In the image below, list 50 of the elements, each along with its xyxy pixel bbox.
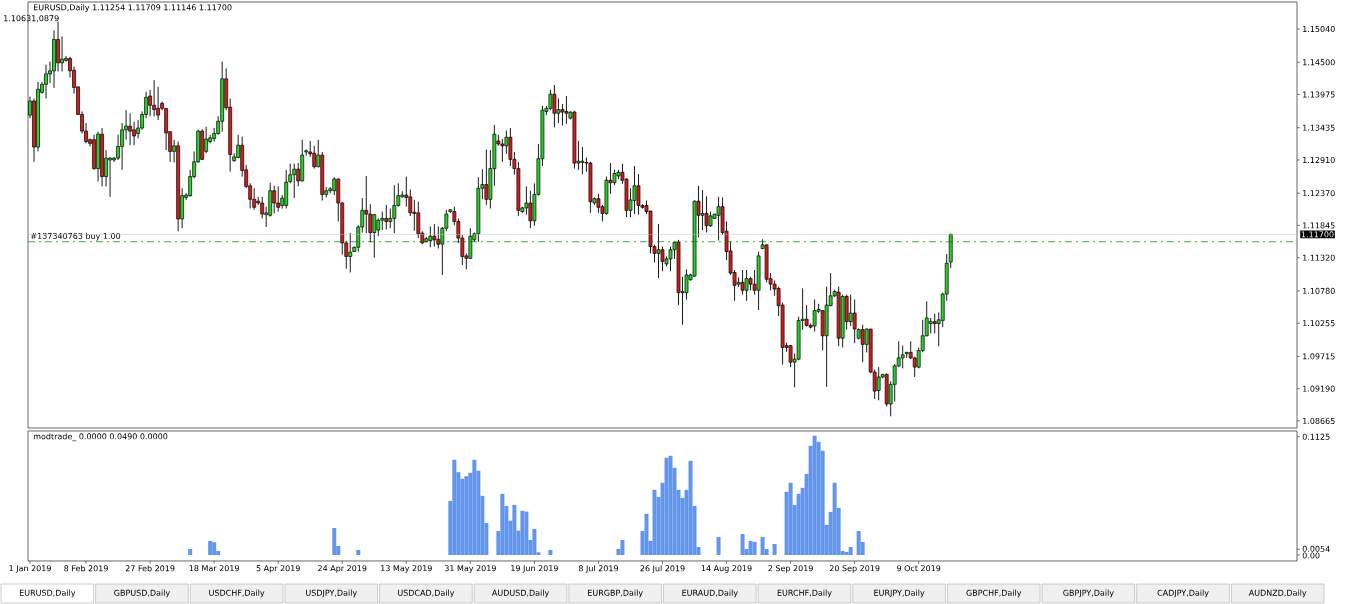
y-tick-label: 1.09715	[1303, 353, 1335, 360]
text: USDCHF,Daily	[209, 589, 265, 598]
y-tick-label: 1.12910	[1303, 156, 1335, 163]
text: USDJPY,Daily	[306, 589, 357, 598]
text: EURUSD,Daily	[19, 589, 76, 598]
x-tick-label: 9 Oct 2019	[897, 565, 941, 572]
x-tick-label: 8 Jul 2019	[578, 565, 618, 573]
y-tick-label: 1.09190	[1303, 385, 1335, 392]
x-tick-label: 18 Mar 2019	[189, 565, 239, 572]
y-tick-label: 1.13435	[1303, 124, 1335, 131]
x-tick-label: 24 Apr 2019	[318, 565, 367, 573]
y-tick-label: 1.15040	[1303, 26, 1335, 33]
y-tick-label: 1.13975	[1303, 91, 1335, 98]
x-tick-label: 1 Jan 2019	[9, 565, 51, 573]
x-tick-label: 31 May 2019	[444, 565, 496, 573]
ref-line-label: 1.11700	[1301, 231, 1334, 238]
x-tick-label: 13 May 2019	[381, 565, 432, 573]
y-tick-label: 1.10780	[1303, 287, 1335, 294]
y-tick-label: 1.14500	[1303, 59, 1335, 66]
chart-title: modtrade_ 0.0000 0.0490 0.0000	[33, 433, 168, 442]
x-tick-label: 20 Sep 2019	[829, 565, 880, 573]
text: GBPJPY,Daily	[1063, 589, 1114, 598]
text: CADJPY,Daily	[1157, 589, 1209, 598]
x-tick-label: 5 Apr 2019	[256, 565, 300, 573]
text: EURJPY,Daily	[874, 589, 925, 598]
y-tick-label: 1.08665	[1303, 417, 1335, 424]
x-tick-label: 26 Jul 2019	[640, 565, 685, 573]
ref-line-label: #137340763 buy 1.00	[31, 232, 121, 241]
text: GBPCHF,Daily	[966, 589, 1022, 598]
y-tick-label: 1.11320	[1303, 254, 1335, 261]
text: GBPUSD,Daily	[114, 589, 170, 598]
x-tick-label: 2 Sep 2019	[768, 565, 813, 573]
text: AUDNZD,Daily	[1248, 589, 1307, 598]
y-tick-label: 1.10255	[1303, 320, 1335, 327]
y-tick-label: 1.11845	[1303, 222, 1335, 229]
text: AUDUSD,Daily	[491, 589, 549, 598]
x-tick-label: 14 Aug 2019	[701, 565, 752, 573]
x-tick-label: 19 Jun 2019	[511, 565, 558, 573]
annotation: 1.10631,0879	[4, 15, 59, 23]
x-tick-label: 8 Feb 2019	[64, 565, 108, 572]
y-tick-label: 1.12370	[1303, 190, 1335, 197]
text: EURGBP,Daily	[588, 589, 643, 598]
chart-title: EURUSD,Daily 1.11254 1.11709 1.11146 1.11700	[34, 4, 232, 12]
text: USDCAD,Daily	[398, 589, 455, 598]
x-tick-label: 27 Feb 2019	[125, 565, 175, 572]
y-tick-label: 0.0054	[1302, 545, 1330, 552]
text: EURAUD,Daily	[682, 589, 738, 598]
y-tick-label: 0.00	[1302, 552, 1320, 559]
text: EURCHF,Daily	[777, 589, 832, 598]
y-tick-label: 0.1125	[1302, 433, 1330, 440]
